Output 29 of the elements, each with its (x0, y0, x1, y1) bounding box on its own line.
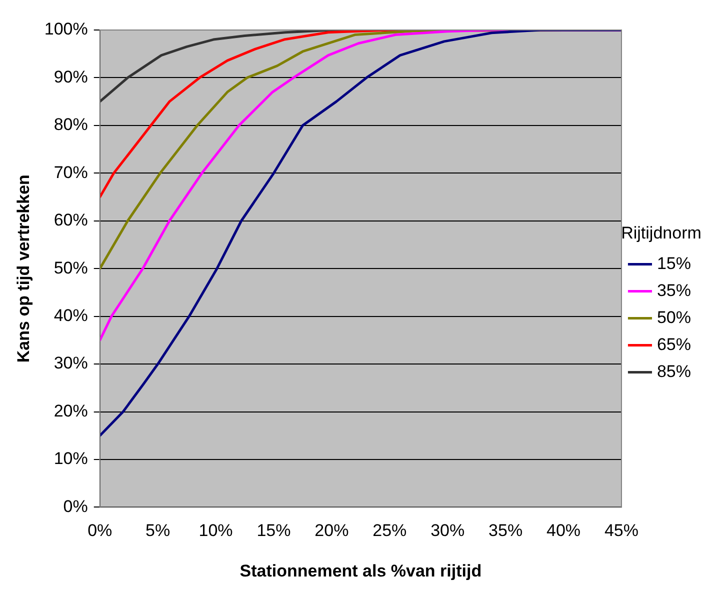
x-tick-label: 5% (146, 521, 170, 540)
y-tick-label: 40% (54, 306, 88, 326)
x-tick-label: 20% (314, 521, 349, 540)
x-tick-label: 35% (488, 521, 523, 540)
y-tick-label: 20% (54, 401, 88, 420)
x-tick-label: 10% (198, 521, 233, 540)
x-tick-label: 25% (372, 521, 407, 540)
y-tick-label: 10% (54, 449, 88, 468)
y-tick-label: 50% (54, 258, 88, 278)
x-tick-label: 15% (256, 521, 291, 540)
legend-label: 35% (656, 280, 692, 300)
x-tick-label: 0% (88, 521, 112, 540)
legend-label: 15% (656, 254, 692, 273)
y-tick-label: 100% (44, 20, 88, 39)
y-tick-label: 0% (63, 496, 88, 516)
y-tick-label: 80% (54, 115, 88, 134)
legend-title: Rijtijdnorm (621, 223, 702, 242)
x-tick-label: 30% (430, 521, 465, 540)
y-tick-label: 30% (54, 354, 88, 373)
x-tick-label: 40% (546, 521, 581, 540)
y-axis-title: Kans op tijd vertrekken (14, 174, 33, 363)
y-tick-label: 70% (54, 162, 88, 182)
x-axis-title: Stationnement als %van rijtijd (240, 561, 482, 580)
y-tick-label: 90% (54, 67, 88, 86)
y-tick-label: 60% (54, 210, 88, 230)
legend-label: 50% (656, 308, 692, 327)
legend-label: 65% (656, 334, 692, 354)
x-tick-label: 45% (604, 521, 638, 540)
legend-label: 85% (656, 362, 692, 381)
